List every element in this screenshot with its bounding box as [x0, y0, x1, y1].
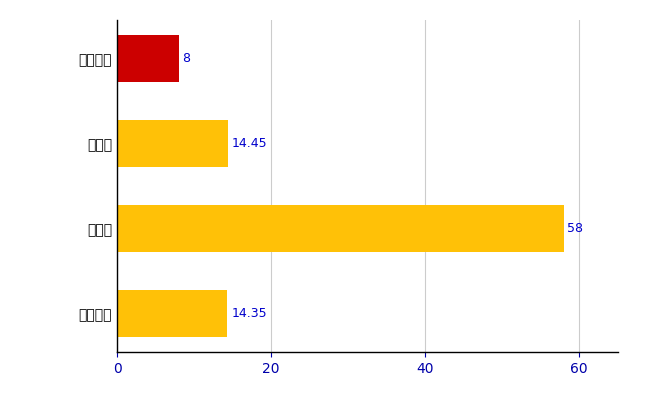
Bar	[117, 205, 564, 252]
Text: 14.35: 14.35	[231, 307, 267, 320]
Bar	[117, 35, 179, 82]
Text: 58: 58	[567, 222, 584, 235]
Text: 14.45: 14.45	[232, 137, 268, 150]
Text: 8: 8	[183, 52, 190, 65]
Bar	[117, 290, 228, 337]
Bar	[117, 120, 228, 167]
